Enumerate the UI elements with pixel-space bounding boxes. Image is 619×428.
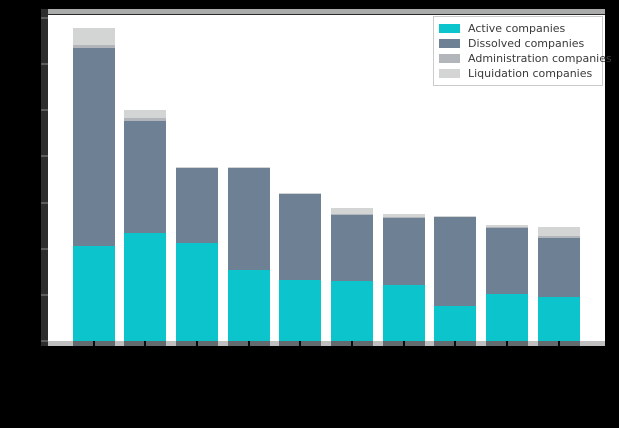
x-axis-tick — [506, 341, 509, 346]
bar-6 — [331, 207, 373, 341]
bar-3-segment-dissolved — [175, 168, 218, 243]
bar-8 — [434, 216, 477, 341]
legend-label-dissolved: Dissolved companies — [468, 37, 585, 50]
bar-2-segment-active — [124, 233, 167, 341]
legend: Active companies Dissolved companies Adm… — [433, 16, 612, 86]
legend-item-active: Active companies — [439, 21, 596, 36]
bar-2-segment-administration — [124, 118, 167, 122]
bar-8-segment-dissolved — [434, 217, 477, 306]
bar-5-segment-dissolved — [279, 194, 322, 281]
x-axis-strip — [48, 341, 605, 346]
x-axis-tick — [144, 341, 147, 346]
bar-10 — [537, 226, 580, 341]
x-axis-tick — [195, 341, 198, 346]
bar-10-segment-active — [537, 297, 580, 341]
bar-6-segment-administration — [331, 213, 373, 215]
legend-label-active: Active companies — [468, 22, 566, 35]
legend-item-liquidation: Liquidation companies — [439, 66, 596, 81]
bar-7-segment-active — [382, 285, 425, 341]
x-axis-tick — [299, 341, 302, 346]
bar-3-segment-active — [175, 242, 218, 341]
y-axis-tick — [41, 247, 48, 250]
bar-7 — [382, 214, 425, 341]
bar-9 — [486, 225, 529, 341]
bar-8-segment-active — [434, 305, 477, 341]
legend-swatch-administration — [439, 54, 460, 63]
legend-label-liquidation: Liquidation companies — [468, 67, 593, 80]
x-axis-tick — [454, 341, 457, 346]
x-axis-tick — [351, 341, 353, 346]
bar-3-segment-liquidation — [175, 166, 218, 168]
bar-4-segment-dissolved — [227, 168, 270, 270]
bar-2-segment-dissolved — [124, 121, 167, 234]
bar-7-segment-dissolved — [382, 218, 425, 286]
y-axis-tick — [41, 201, 48, 204]
y-axis-tick — [41, 109, 48, 112]
y-axis-tick — [41, 17, 48, 20]
bar-7-segment-administration — [382, 217, 425, 219]
bar-1-segment-liquidation — [72, 28, 115, 46]
bar-1-segment-dissolved — [72, 47, 115, 247]
bar-4-segment-active — [227, 269, 270, 341]
y-axis-tick — [41, 155, 48, 158]
bar-9-segment-active — [486, 294, 529, 341]
bar-7-segment-liquidation — [382, 214, 425, 218]
bar-5 — [279, 193, 322, 341]
bar-6-segment-active — [331, 280, 373, 341]
bar-1-segment-active — [72, 246, 115, 341]
x-axis-tick — [247, 341, 250, 346]
y-axis-strip — [41, 9, 48, 346]
y-axis-tick — [41, 340, 48, 342]
bar-6-segment-dissolved — [331, 214, 373, 281]
legend-item-dissolved: Dissolved companies — [439, 36, 596, 51]
legend-item-administration: Administration companies — [439, 51, 612, 66]
legend-swatch-dissolved — [439, 39, 460, 48]
bar-1 — [72, 28, 115, 341]
x-axis-tick — [402, 341, 405, 346]
bar-9-segment-dissolved — [486, 227, 529, 295]
bar-6-segment-liquidation — [331, 207, 373, 214]
bar-10-segment-administration — [537, 236, 580, 238]
legend-swatch-liquidation — [439, 69, 460, 78]
y-axis-tick — [41, 293, 48, 296]
bar-4-segment-liquidation — [227, 166, 270, 168]
bar-9-segment-liquidation — [486, 225, 529, 227]
legend-label-administration: Administration companies — [468, 52, 612, 65]
bar-3 — [175, 166, 218, 341]
bar-9-segment-administration — [486, 226, 529, 228]
bar-2 — [124, 109, 167, 341]
legend-swatch-active — [439, 24, 460, 33]
y-axis-tick — [41, 63, 48, 66]
bar-10-segment-liquidation — [537, 226, 580, 237]
x-axis-tick — [557, 341, 560, 346]
x-axis-tick — [92, 341, 95, 346]
bar-2-segment-liquidation — [124, 109, 167, 119]
bar-5-segment-active — [279, 280, 322, 341]
bar-4 — [227, 166, 270, 341]
bar-1-segment-administration — [72, 45, 115, 48]
bar-10-segment-dissolved — [537, 237, 580, 298]
